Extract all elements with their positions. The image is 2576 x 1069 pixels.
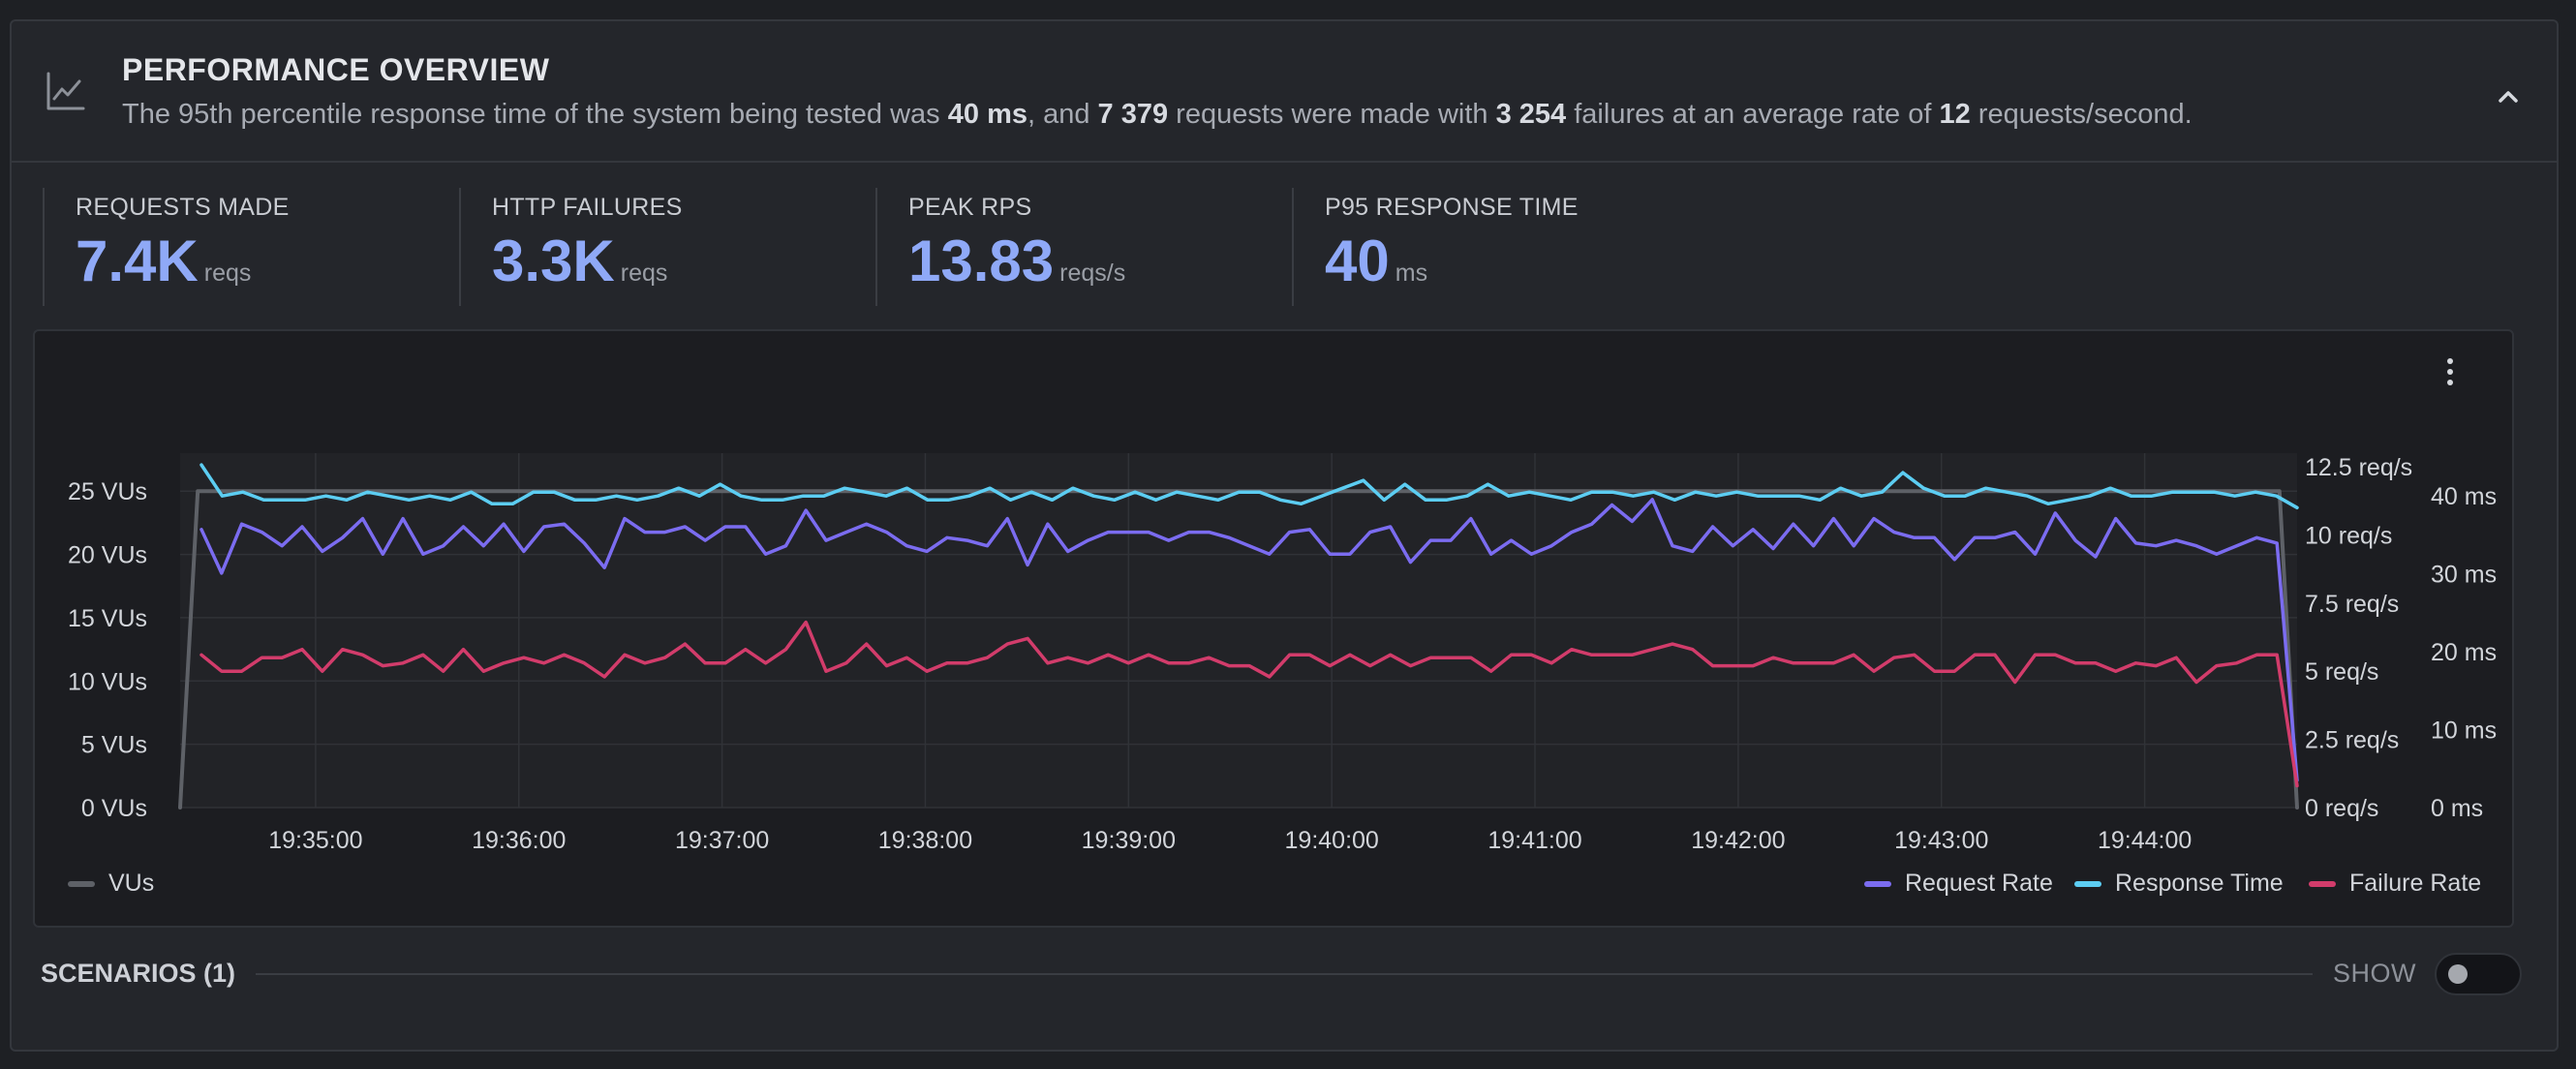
x-tick-label: 19:39:00 bbox=[1082, 827, 1176, 854]
y-tick-label-rate: 2.5 req/s bbox=[2305, 727, 2399, 754]
x-tick-label: 19:38:00 bbox=[878, 827, 972, 854]
stat-unit: reqs/s bbox=[1059, 260, 1126, 287]
panel-title: PERFORMANCE OVERVIEW bbox=[122, 52, 550, 87]
x-tick-label: 19:42:00 bbox=[1691, 827, 1785, 854]
y-tick-label-rate: 7.5 req/s bbox=[2305, 591, 2399, 618]
y-tick-label-rate: 12.5 req/s bbox=[2305, 454, 2412, 481]
y-tick-label-vus: 25 VUs bbox=[68, 478, 147, 505]
stat-unit: ms bbox=[1395, 260, 1428, 287]
stat-unit: reqs bbox=[203, 260, 252, 287]
legend-request-rate[interactable]: Request Rate bbox=[1864, 870, 2053, 898]
scenarios-title: SCENARIOS (1) bbox=[41, 959, 236, 988]
y-tick-label-vus: 0 VUs bbox=[81, 795, 147, 822]
show-label: SHOW bbox=[2333, 959, 2416, 988]
y-tick-label-time: 20 ms bbox=[2431, 639, 2497, 666]
y-tick-label-vus: 20 VUs bbox=[68, 542, 147, 569]
stat-value: 7.4K bbox=[76, 229, 199, 293]
legend-response-time[interactable]: Response Time bbox=[2074, 870, 2284, 898]
stat-p95-response-time: P95 RESPONSE TIME 40 ms bbox=[1292, 188, 1579, 306]
series-line-request-rate bbox=[199, 498, 2299, 782]
y-tick-label-time: 30 ms bbox=[2431, 562, 2497, 589]
x-tick-label: 19:36:00 bbox=[472, 827, 566, 854]
toggle-knob bbox=[2448, 964, 2468, 984]
stat-value: 40 bbox=[1325, 229, 1390, 293]
panel-header: PERFORMANCE OVERVIEW The 95th percentile… bbox=[12, 21, 2557, 163]
legend-failure-rate[interactable]: Failure Rate bbox=[2309, 870, 2481, 898]
x-tick-label: 19:35:00 bbox=[268, 827, 362, 854]
legend-vus[interactable]: VUs bbox=[68, 870, 154, 898]
line-chart-icon bbox=[46, 72, 85, 110]
x-tick-label: 19:37:00 bbox=[675, 827, 769, 854]
y-tick-label-vus: 10 VUs bbox=[68, 668, 147, 695]
plot-area bbox=[180, 453, 2297, 808]
divider bbox=[256, 973, 2313, 975]
x-tick-label: 19:40:00 bbox=[1285, 827, 1379, 854]
x-tick-label: 19:41:00 bbox=[1487, 827, 1581, 854]
y-tick-label-time: 10 ms bbox=[2431, 718, 2497, 745]
chevron-up-icon[interactable] bbox=[2487, 76, 2530, 118]
y-tick-label-time: 40 ms bbox=[2431, 483, 2497, 510]
stat-peak-rps: PEAK RPS 13.83 reqs/s bbox=[875, 188, 1125, 306]
y-tick-label-rate: 0 req/s bbox=[2305, 795, 2378, 822]
stat-label: PEAK RPS bbox=[908, 194, 1032, 221]
stat-label: REQUESTS MADE bbox=[76, 194, 290, 221]
y-tick-label-time: 0 ms bbox=[2431, 795, 2483, 822]
series-line-failure-rate bbox=[199, 620, 2299, 788]
stat-unit: reqs bbox=[620, 260, 668, 287]
y-tick-label-rate: 10 req/s bbox=[2305, 522, 2392, 549]
legend-swatch bbox=[68, 881, 95, 888]
more-options-icon[interactable] bbox=[2440, 352, 2460, 391]
stat-value: 3.3K bbox=[492, 229, 615, 293]
summary-text: The 95th percentile response time of the… bbox=[122, 99, 2193, 130]
legend-swatch bbox=[1864, 881, 1891, 888]
stat-label: HTTP FAILURES bbox=[492, 194, 683, 221]
stat-value: 13.83 bbox=[908, 229, 1055, 293]
x-tick-label: 19:44:00 bbox=[2098, 827, 2192, 854]
legend-swatch bbox=[2309, 881, 2336, 888]
x-tick-label: 19:43:00 bbox=[1894, 827, 1988, 854]
series-line-response-time bbox=[199, 463, 2299, 510]
stat-http-failures: HTTP FAILURES 3.3K reqs bbox=[459, 188, 683, 306]
show-scenarios-toggle[interactable] bbox=[2435, 953, 2522, 995]
stat-label: P95 RESPONSE TIME bbox=[1325, 194, 1579, 221]
stat-requests-made: REQUESTS MADE 7.4K reqs bbox=[43, 188, 290, 306]
y-tick-label-rate: 5 req/s bbox=[2305, 658, 2378, 686]
y-tick-label-vus: 5 VUs bbox=[81, 732, 147, 759]
y-tick-label-vus: 15 VUs bbox=[68, 605, 147, 632]
legend-swatch bbox=[2074, 881, 2101, 888]
